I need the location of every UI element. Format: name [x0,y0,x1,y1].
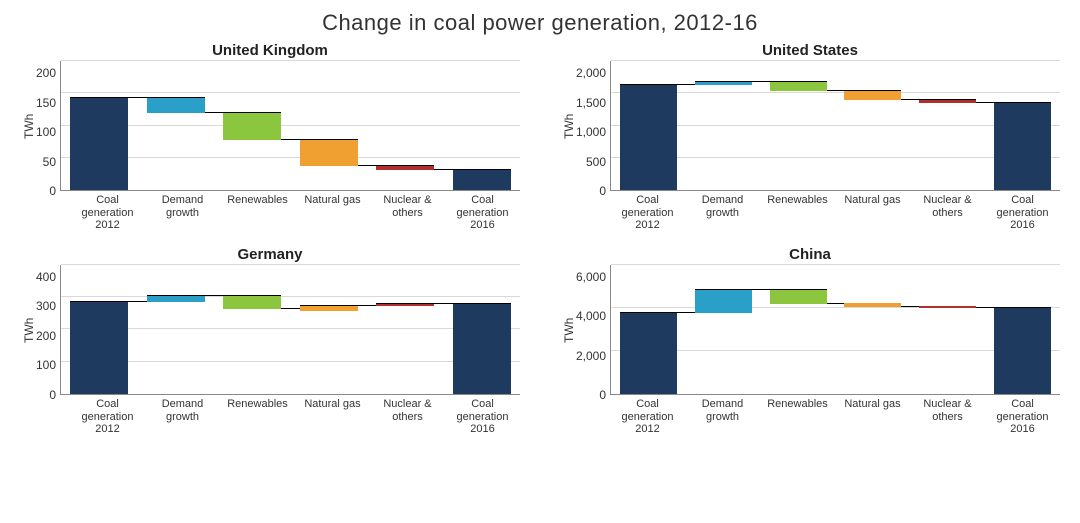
bars-container [611,265,1060,394]
x-tick-label: Coal generation 2016 [445,194,520,232]
x-tick-label: Demand growth [685,398,760,436]
panel-title: Germany [20,246,520,263]
bars-container [61,265,520,394]
y-axis-label: TWh [560,265,576,395]
waterfall-bar [919,306,976,309]
x-axis: Coal generation 2012Demand growthRenewab… [610,398,1060,436]
waterfall-bar [453,170,511,190]
y-tick-label: 100 [36,126,56,138]
plot-area [60,61,520,191]
waterfall-bar [620,85,677,190]
waterfall-bar [770,82,827,92]
plot-area [610,61,1060,191]
bars-container [611,61,1060,190]
bars-container [61,61,520,190]
y-axis: 2,0001,5001,0005000 [576,61,610,191]
waterfall-bar [147,98,205,113]
chart-panel: Germany TWh400 300 200 100 0 Coal generation 2… [20,246,520,436]
x-tick-label: Demand growth [145,398,220,436]
x-tick-label: Natural gas [835,194,910,232]
waterfall-bar [844,303,901,307]
page-title: Change in coal power generation, 2012-16 [20,10,1060,36]
waterfall-bar [376,304,434,306]
waterfall-bar [919,100,976,103]
y-axis: 6,0004,0002,0000 [576,265,610,395]
waterfall-bar [223,296,281,310]
y-tick-label: 300 [36,300,56,312]
x-tick-label: Coal generation 2016 [985,194,1060,232]
y-axis-label: TWh [20,265,36,395]
x-tick-label: Coal generation 2012 [70,194,145,232]
x-tick-label: Renewables [220,194,295,232]
x-tick-label: Nuclear & others [910,194,985,232]
waterfall-bar [994,103,1051,190]
waterfall-bar [620,313,677,394]
y-tick-label: 0 [36,389,56,401]
chart-panel: United States TWh2,000 1,500 1,000 500 0 Coal … [560,42,1060,232]
waterfall-bar [453,304,511,394]
y-tick-label: 0 [576,185,606,197]
waterfall-bar [695,290,752,314]
x-tick-label: Natural gas [295,398,370,436]
waterfall-bar [376,166,434,170]
chart-grid: United KingdomTWh200150100500Coal genera… [20,42,1060,436]
waterfall-bar [770,290,827,304]
y-axis-label: TWh [20,61,36,191]
y-tick-label: 200 [36,330,56,342]
y-axis: 4003002001000 [36,265,60,395]
x-tick-label: Nuclear & others [910,398,985,436]
y-tick-label: 50 [36,156,56,168]
waterfall-bar [844,91,901,100]
x-tick-label: Renewables [760,194,835,232]
waterfall-bar [300,306,358,311]
y-axis-label: TWh [560,61,576,191]
y-tick-label: 1,000 [576,126,606,138]
x-axis: Coal generation 2012Demand growthRenewab… [610,194,1060,232]
x-tick-label: Natural gas [295,194,370,232]
y-tick-label: 0 [36,185,56,197]
waterfall-bar [223,113,281,140]
y-tick-label: 100 [36,359,56,371]
chart-panel: China TWh6,000 4,000 2,000 0 Coal generation … [560,246,1060,436]
panel-title: United States [560,42,1060,59]
y-tick-label: 2,000 [576,67,606,79]
x-tick-label: Nuclear & others [370,398,445,436]
x-axis: Coal generation 2012Demand growthRenewab… [70,398,520,436]
x-tick-label: Natural gas [835,398,910,436]
panel-title: United Kingdom [20,42,520,59]
waterfall-bar [70,302,128,394]
x-tick-label: Renewables [220,398,295,436]
waterfall-bar [147,296,205,302]
y-tick-label: 400 [36,271,56,283]
y-tick-label: 150 [36,97,56,109]
x-tick-label: Coal generation 2012 [610,194,685,232]
y-axis: 200150100500 [36,61,60,191]
waterfall-bar [300,140,358,166]
y-tick-label: 200 [36,67,56,79]
x-tick-label: Nuclear & others [370,194,445,232]
x-tick-label: Renewables [760,398,835,436]
x-tick-label: Coal generation 2016 [985,398,1060,436]
x-tick-label: Coal generation 2012 [70,398,145,436]
y-tick-label: 4,000 [576,310,606,322]
x-tick-label: Demand growth [145,194,220,232]
waterfall-bar [994,308,1051,394]
plot-area [60,265,520,395]
panel-title: China [560,246,1060,263]
y-tick-label: 500 [576,156,606,168]
y-tick-label: 2,000 [576,350,606,362]
y-tick-label: 1,500 [576,97,606,109]
chart-panel: United Kingdom TWh200 150 100 50 0 Coal genera… [20,42,520,232]
x-tick-label: Coal generation 2016 [445,398,520,436]
x-tick-label: Coal generation 2012 [610,398,685,436]
plot-area [610,265,1060,395]
y-tick-label: 6,000 [576,271,606,283]
x-axis: Coal generation 2012Demand growthRenewab… [70,194,520,232]
x-tick-label: Demand growth [685,194,760,232]
waterfall-bar [695,82,752,85]
waterfall-bar [70,98,128,190]
y-tick-label: 0 [576,389,606,401]
